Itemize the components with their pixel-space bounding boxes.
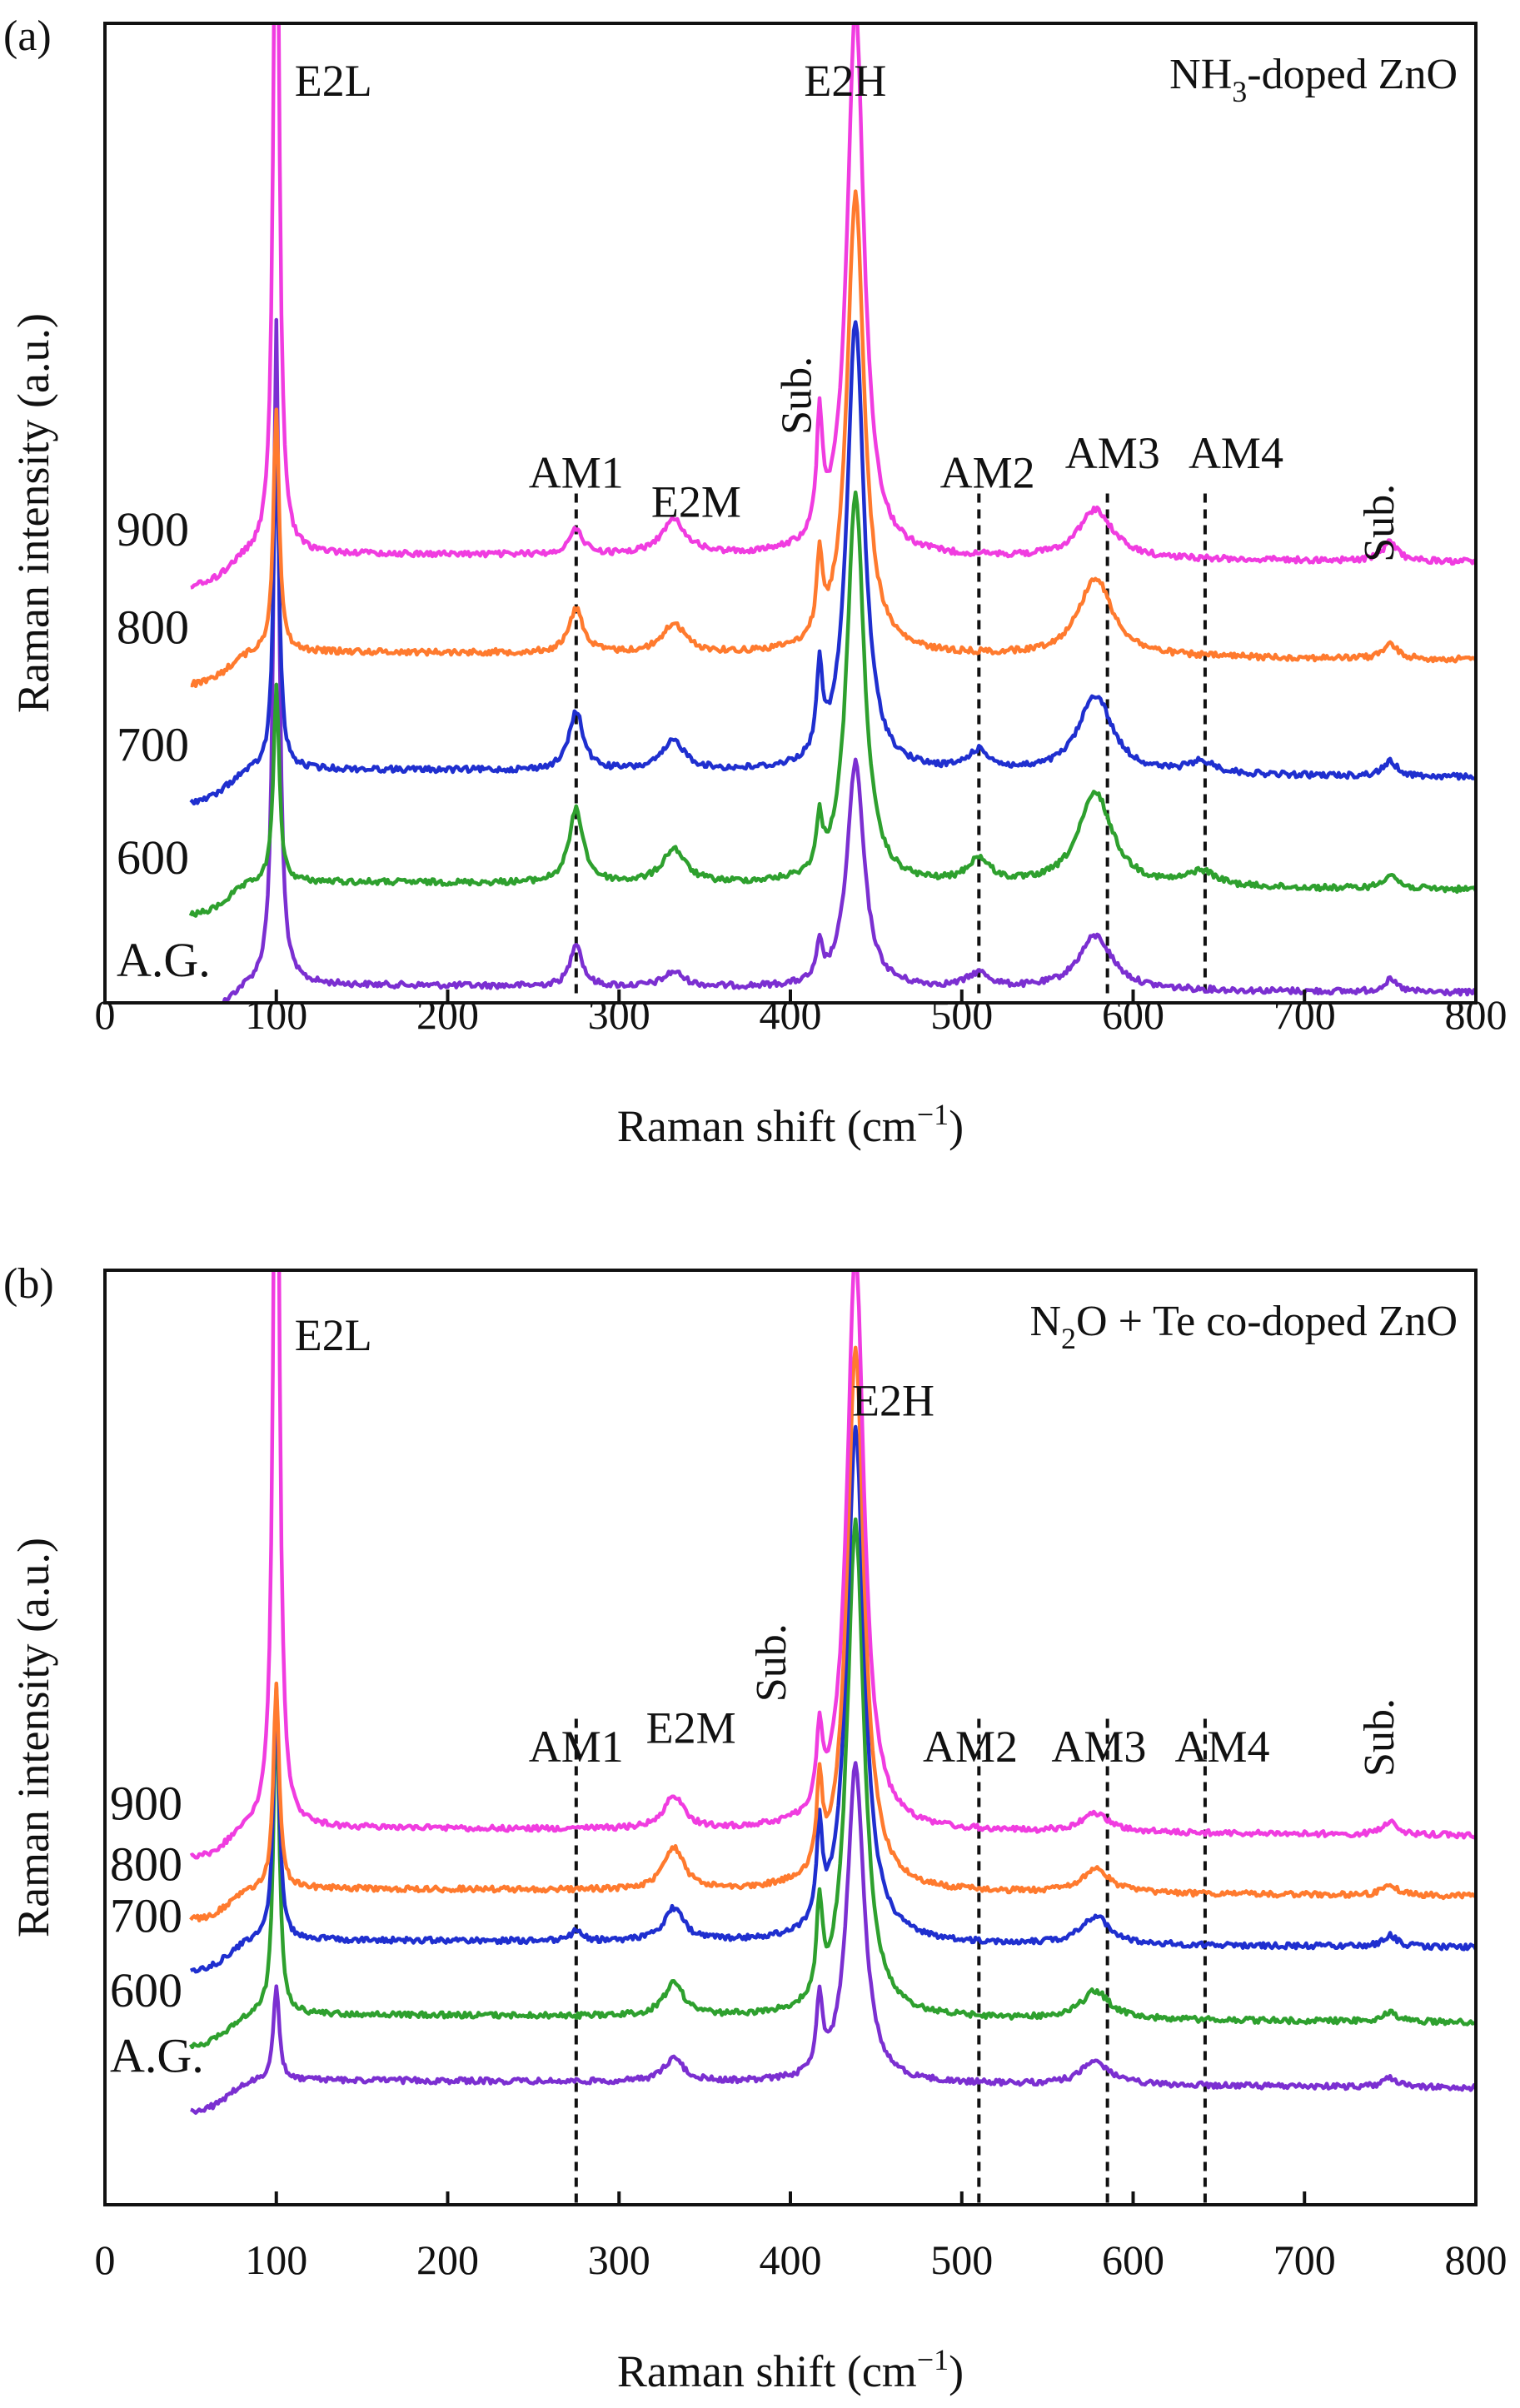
spectrum-700 — [189, 320, 1476, 806]
sample-title: N2O + Te co-doped ZnO — [1029, 1298, 1458, 1355]
x-tick-label: 500 — [930, 2236, 993, 2283]
series-label: 800 — [110, 1837, 182, 1892]
peak-label-e2m: E2M — [646, 1703, 736, 1752]
spectrum-600 — [188, 490, 1476, 918]
y-axis-label: Raman intensity (a.u.) — [8, 1538, 58, 1937]
plot-frame — [103, 22, 1478, 1005]
x-axis-label: Raman shift (cm−1) — [617, 2343, 964, 2396]
spectrum-600 — [188, 1517, 1476, 2050]
x-tick-label: 500 — [930, 991, 993, 1038]
x-tick-label: 200 — [416, 991, 479, 1038]
substrate-label: Sub. — [774, 356, 821, 435]
x-tick-label: 600 — [1102, 2236, 1164, 2283]
series-label: 600 — [110, 1963, 182, 2017]
peak-label-am2: AM2 — [940, 447, 1035, 497]
series-label: 900 — [117, 502, 189, 556]
series-label: A.G. — [110, 2029, 204, 2083]
panel-label: (a) — [3, 12, 52, 60]
peak-label-am3: AM3 — [1051, 1722, 1146, 1772]
substrate-label: Sub. — [1356, 1698, 1403, 1777]
peak-label-am3: AM3 — [1065, 428, 1160, 478]
peak-label-am1: AM1 — [529, 1722, 624, 1772]
series-label: 900 — [110, 1777, 182, 1831]
x-tick-label: 300 — [588, 991, 650, 1038]
plot-frame — [103, 1269, 1478, 2206]
spectrum-800 — [189, 1345, 1476, 1923]
spectrum-800 — [190, 189, 1476, 689]
peak-label-e2h: E2H — [852, 1376, 934, 1426]
sample-title: NH3-doped ZnO — [1169, 51, 1458, 108]
series-label: 700 — [110, 1888, 182, 1942]
spectra-group — [188, 23, 1476, 1003]
series-label: 700 — [117, 718, 189, 772]
x-axis-label: Raman shift (cm−1) — [617, 1098, 964, 1151]
series-label: 600 — [117, 830, 189, 885]
peak-label-am1: AM1 — [529, 447, 624, 497]
substrate-label: Sub. — [748, 1623, 795, 1702]
x-tick-label: 300 — [588, 2236, 650, 2283]
peak-label-e2l: E2L — [295, 1310, 372, 1360]
x-tick-label: 100 — [245, 991, 307, 1038]
spectrum-ag — [222, 317, 1476, 1003]
x-tick-label: 800 — [1445, 2236, 1508, 2283]
peak-label-am4: AM4 — [1189, 428, 1283, 478]
y-axis-label: Raman intensity (a.u.) — [8, 313, 58, 713]
panel-a: (a) A.G. 600 700 800 900 0 100 200 300 400 500 600 70… — [3, 12, 1508, 1151]
spectrum-900 — [189, 1270, 1476, 1860]
x-tick-label: 700 — [1273, 2236, 1336, 2283]
x-tick-label: 0 — [95, 991, 116, 1038]
series-label: 800 — [117, 600, 189, 654]
x-tick-label: 400 — [760, 2236, 822, 2283]
spectrum-700 — [189, 1424, 1476, 1974]
peak-label-am2: AM2 — [923, 1722, 1018, 1772]
x-tick-label: 400 — [760, 991, 822, 1038]
spectrum-900 — [190, 23, 1476, 590]
panel-label: (b) — [3, 1260, 54, 1308]
peak-label-am4: AM4 — [1174, 1722, 1269, 1772]
peak-label-e2m: E2M — [651, 477, 741, 527]
x-tick-label: 700 — [1273, 991, 1336, 1038]
x-tick-label: 600 — [1102, 991, 1164, 1038]
peak-label-e2h: E2H — [804, 56, 886, 106]
x-tick-label: 800 — [1445, 991, 1508, 1038]
substrate-label: Sub. — [1356, 484, 1403, 562]
x-tick-label: 200 — [416, 2236, 479, 2283]
x-tick-label: 100 — [245, 2236, 307, 2283]
peak-label-e2l: E2L — [295, 56, 372, 106]
spectra-group — [188, 1270, 1476, 2115]
x-tick-label: 0 — [95, 2236, 116, 2283]
spectrum-ag — [190, 1761, 1476, 2115]
series-label: A.G. — [117, 933, 211, 987]
